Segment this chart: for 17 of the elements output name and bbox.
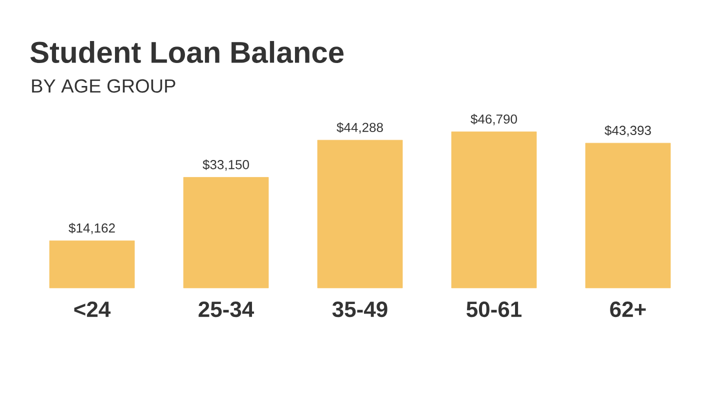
data-label: $46,790 xyxy=(470,114,517,126)
bar xyxy=(49,240,135,288)
bar xyxy=(317,140,403,288)
bar xyxy=(183,177,269,288)
chart-title: Student Loan Balance xyxy=(30,40,344,64)
x-tick-label: 50-61 xyxy=(466,302,522,318)
x-tick-label: 25-34 xyxy=(198,302,254,318)
data-label: $44,288 xyxy=(336,122,383,134)
data-label: $14,162 xyxy=(68,222,115,234)
chart-subtitle: BY AGE GROUP xyxy=(32,79,176,93)
x-tick-label: 62+ xyxy=(610,302,646,318)
x-tick-label: 35-49 xyxy=(332,302,388,318)
data-label: $33,150 xyxy=(202,159,249,171)
x-tick-label: <24 xyxy=(74,302,111,317)
data-label: $43,393 xyxy=(604,125,651,137)
bar xyxy=(585,142,671,288)
bar xyxy=(451,132,537,288)
